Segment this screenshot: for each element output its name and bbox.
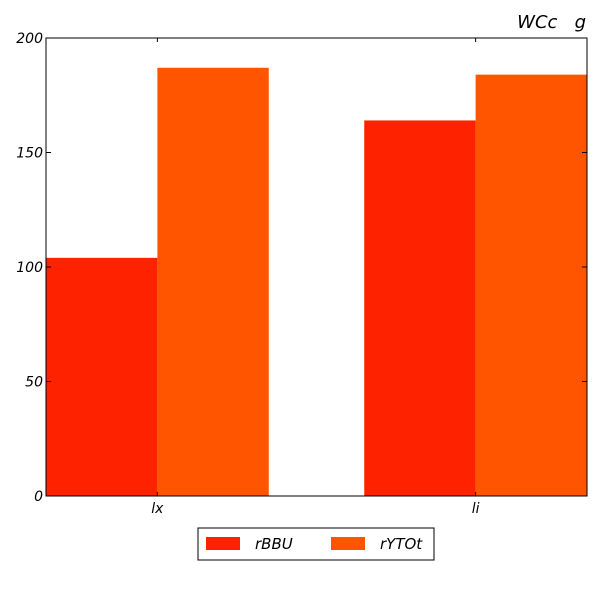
- y-tick-label: 50: [25, 375, 43, 391]
- ticks-layer: lx li 0 50 100 150 200: [16, 31, 587, 517]
- x-tick-label: lx: [151, 501, 164, 517]
- legend-label-rYTOt: rYTOt: [380, 535, 423, 553]
- y-tick-label: 150: [16, 146, 43, 162]
- bars-layer: [46, 67, 587, 497]
- legend-swatch-rBBU: [206, 537, 240, 550]
- chart-title: WCc g: [517, 12, 586, 33]
- y-tick-label: 100: [16, 260, 43, 276]
- legend-swatch-rYTOt: [331, 537, 365, 550]
- legend-label-rBBU: rBBU: [255, 535, 293, 553]
- x-tick-label: li: [472, 501, 480, 517]
- bar-rBBU-li: [364, 120, 476, 496]
- legend: rBBU rYTOt: [197, 527, 435, 561]
- y-tick-label: 200: [16, 31, 43, 47]
- bar-rYTOt-li: [475, 74, 587, 496]
- bar-rBBU-lx: [46, 257, 158, 496]
- y-tick-label: 0: [34, 489, 43, 505]
- bar-rYTOt-lx: [157, 67, 269, 497]
